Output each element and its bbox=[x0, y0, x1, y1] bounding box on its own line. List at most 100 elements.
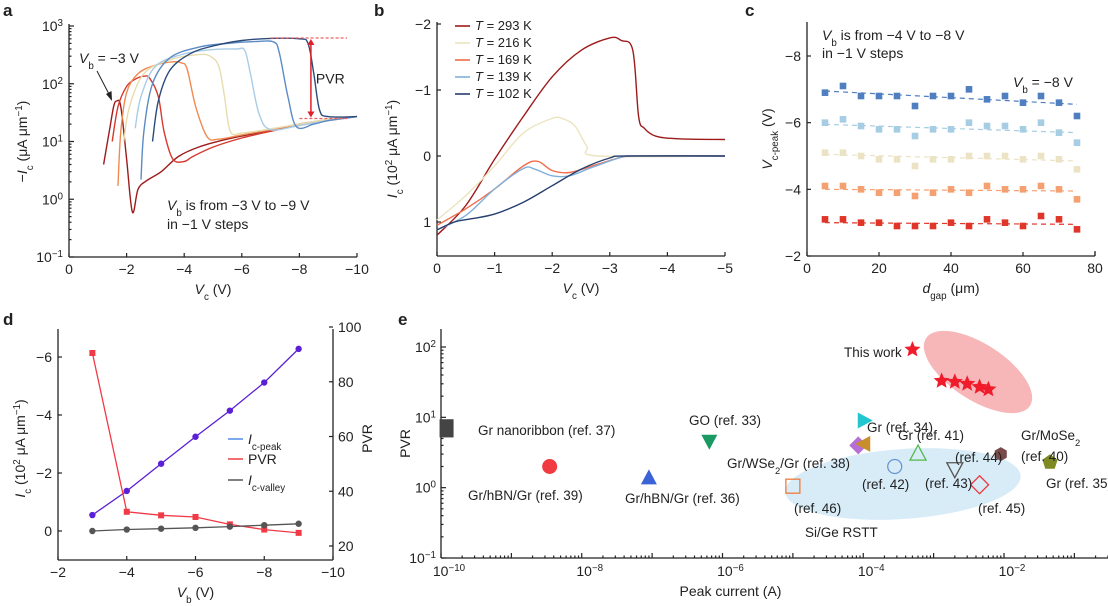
note-line-2: in −1 V steps bbox=[167, 216, 248, 232]
x-tick-label: −8 bbox=[256, 564, 272, 580]
x-tick-label: −10 bbox=[345, 261, 369, 277]
y-tick-label: 101 bbox=[415, 409, 436, 426]
data-point-Vb=-8V bbox=[893, 92, 901, 100]
marker-this-work-star bbox=[946, 373, 963, 389]
y-right-tick-label: 100 bbox=[338, 319, 362, 335]
data-point-Vb=-5V bbox=[965, 189, 973, 196]
x-tick-label: 0 bbox=[65, 261, 73, 277]
y-tick-label: −2 bbox=[415, 16, 431, 32]
data-point-I_c-peak bbox=[123, 487, 130, 495]
data-point-Vb=-5V bbox=[911, 192, 919, 200]
data-point-I_c-peak bbox=[226, 407, 234, 414]
x-tick-label: −2 bbox=[119, 261, 135, 277]
data-point-Vb=-7V bbox=[1001, 122, 1009, 130]
x-tick-label: 0 bbox=[433, 260, 441, 276]
y-axis-title: Vc-peak (V) bbox=[759, 108, 781, 169]
legend-label: Ic-peak bbox=[248, 431, 281, 453]
y-tick-label: 0 bbox=[423, 148, 431, 164]
data-point-Vb=-4V bbox=[965, 222, 973, 230]
data-point-Vb=-8V bbox=[875, 92, 883, 100]
data-point-Vb=-6V bbox=[947, 156, 955, 163]
data-point-Vb=-6V bbox=[1037, 152, 1045, 160]
data-point-PVR bbox=[261, 526, 268, 533]
marker-gr-hbn-gr-ref39 bbox=[542, 458, 558, 474]
data-point-Vb=-6V bbox=[857, 152, 865, 160]
label-ref46: (ref. 46) bbox=[794, 501, 841, 516]
panel-c: 0 20 40 60 80 −2 −4 −6 −8 dgap (μm) Vc-peak (V) Vb … bbox=[759, 22, 1103, 302]
panel-label-d: d bbox=[3, 310, 13, 329]
marker-gr-ref34 bbox=[857, 412, 873, 429]
series-line-T169 bbox=[436, 155, 726, 226]
pvr-arrow-head-up bbox=[307, 38, 315, 45]
marker-ref43 bbox=[945, 462, 964, 480]
vb-pointer-arrowhead bbox=[106, 91, 112, 101]
data-point-Vb=-5V bbox=[821, 182, 829, 190]
panel-b: 0 −1 −2 −3 −4 −5 −2 −1 0 1 Vc (V) Ic (102 μA μm−1) T… bbox=[384, 16, 734, 302]
data-point-Vb=-4V bbox=[1001, 219, 1009, 226]
data-point-Vb=-4V bbox=[911, 222, 919, 230]
y-tick-label: −2 bbox=[36, 465, 52, 481]
data-point-Vb=-6V bbox=[1073, 166, 1081, 173]
legend-label: T = 169 K bbox=[475, 52, 532, 67]
data-point-Vb=-4V bbox=[929, 222, 937, 230]
series-line-Vb=-6V bbox=[123, 53, 358, 142]
label-wse2: Gr/WSe2/Gr (ref. 38) bbox=[727, 456, 850, 477]
pvr-arrow-head-down bbox=[307, 111, 315, 118]
data-point-I_c-valley bbox=[295, 520, 302, 527]
data-point-Vb=-6V bbox=[965, 152, 973, 160]
label-gr34: Gr (ref. 34) bbox=[867, 420, 933, 435]
x-tick-label: −5 bbox=[717, 260, 733, 276]
data-point-Vb=-6V bbox=[839, 149, 847, 156]
data-point-I_c-valley bbox=[157, 525, 165, 532]
pvr-label: PVR bbox=[316, 70, 345, 86]
series-line-Vb=-8V bbox=[140, 40, 358, 180]
data-point-PVR bbox=[192, 513, 199, 520]
y-right-axis-title: PVR bbox=[359, 424, 375, 453]
region-this-work bbox=[923, 330, 1033, 414]
data-point-Vb=-5V bbox=[1073, 196, 1081, 203]
data-point-I_c-peak bbox=[157, 460, 165, 467]
data-point-I_c-valley bbox=[261, 522, 268, 529]
data-point-Vb=-8V bbox=[983, 96, 991, 103]
data-point-PVR bbox=[89, 350, 96, 357]
panel-label-c: c bbox=[745, 1, 754, 20]
x-tick-label: −2 bbox=[50, 564, 66, 580]
data-point-Vb=-8V bbox=[1037, 92, 1045, 100]
series-line-T102 bbox=[436, 155, 726, 231]
data-point-Vb=-6V bbox=[875, 156, 883, 163]
data-point-Vb=-5V bbox=[839, 182, 847, 190]
data-point-Vb=-6V bbox=[821, 149, 829, 156]
y-tick-label: 10−1 bbox=[409, 550, 436, 567]
series-line-T293 bbox=[436, 36, 726, 236]
x-tick-label: −2 bbox=[544, 260, 560, 276]
data-point-Vb=-5V bbox=[1055, 186, 1063, 193]
marker-gr-nanoribbon-ref37 bbox=[439, 419, 454, 438]
data-point-Vb=-7V bbox=[965, 119, 973, 126]
x-tick-label: −6 bbox=[234, 261, 250, 277]
marker-ref45 bbox=[969, 474, 990, 495]
data-point-Vb=-4V bbox=[839, 216, 847, 223]
data-point-PVR bbox=[158, 512, 165, 519]
data-point-Vb=-8V bbox=[911, 102, 919, 110]
data-point-I_c-peak bbox=[295, 345, 302, 353]
x-tick-label: 0 bbox=[803, 260, 811, 276]
label-ref44: (ref. 44) bbox=[955, 450, 1002, 465]
data-point-Vb=-7V bbox=[983, 122, 991, 130]
data-point-I_c-peak bbox=[192, 433, 199, 440]
data-point-Vb=-7V bbox=[1019, 126, 1027, 133]
y-right-tick-label: 80 bbox=[338, 374, 354, 390]
x-axis-title: Vc (V) bbox=[195, 281, 232, 303]
y-tick-label: 10−1 bbox=[36, 249, 63, 266]
data-point-I_c-peak bbox=[261, 379, 268, 386]
vb-label: Vb = −3 V bbox=[79, 50, 140, 72]
data-point-I_c-valley bbox=[192, 524, 199, 532]
label-mose2: Gr/MoSe2 bbox=[1021, 428, 1080, 449]
vb-label: Vb = −8 V bbox=[1013, 74, 1074, 96]
marker-this-work-star bbox=[904, 341, 921, 357]
x-tick-label: −10 bbox=[321, 564, 345, 580]
y-tick-label: 1 bbox=[423, 214, 431, 230]
legend-label: T = 293 K bbox=[475, 18, 532, 33]
y-right-tick-label: 40 bbox=[338, 483, 354, 499]
data-point-Vb=-4V bbox=[875, 219, 883, 226]
data-point-Vb=-8V bbox=[857, 92, 865, 100]
